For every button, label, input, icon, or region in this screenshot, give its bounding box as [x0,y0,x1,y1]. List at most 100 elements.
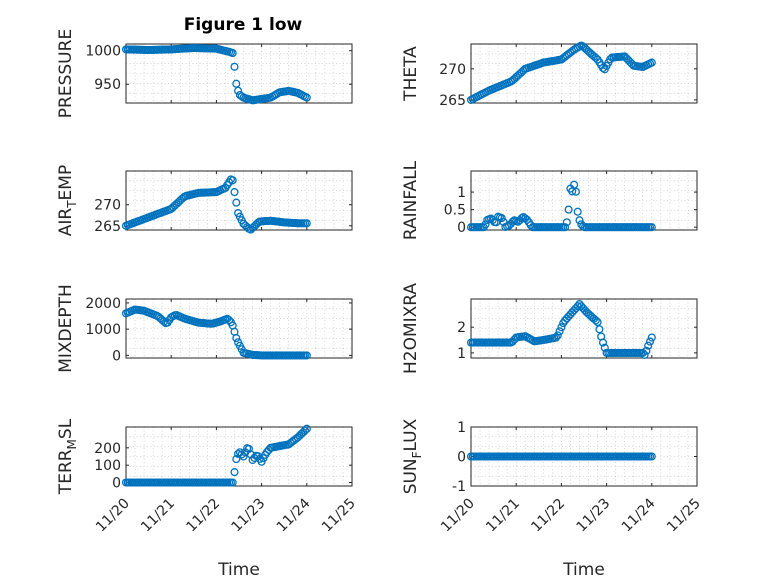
data-point [647,223,656,232]
y-axis-label: AIRTEMP [56,165,79,236]
y-tick-label: 1000 [85,322,121,338]
axes-border [125,298,353,359]
y-tick-label: 0.5 [444,203,466,219]
y-tick-label: 100 [94,458,121,474]
data-point [593,318,602,327]
y-tick-label: 265 [439,93,466,109]
data-point [230,468,239,477]
data-point [234,86,243,95]
x-tick-label: 11/20 [438,496,478,536]
data-point [647,452,656,461]
y-axis-label: PRESSURE [56,29,76,118]
data-point [239,452,248,461]
x-tick-label: 11/23 [229,496,269,536]
y-axis-label: RAINFALL [401,160,421,240]
y-label-main: AIR [56,208,76,237]
y-axis-label: THETA [401,46,421,102]
data-point [640,350,649,359]
y-tick-label: 0 [112,476,121,492]
data-point [555,327,564,336]
data-point [159,317,169,326]
y-label-rest: SL [56,418,76,439]
subplot-rainfall: 00.5 1 RAINFALL [401,160,698,240]
y-tick-label: 1 [457,185,466,201]
x-tick-label: 11/22 [528,496,568,536]
data-point [647,58,656,67]
y-tick-label: 2000 [85,296,121,312]
y-tick-label: 0 [112,348,121,364]
data-point [253,218,263,227]
y-tick-label: 270 [94,198,121,214]
data-point [595,325,604,334]
data-point [230,188,239,197]
x-tick-label: 11/21 [138,496,178,536]
data-point [228,478,237,487]
subplot-pressure: 950 1000 PRESSURE [56,29,353,118]
subplot-mixdepth: 0 1000 2000 MIXDEPTH [56,284,353,373]
subplot-air_temp: 265 270 AIRTEMP [56,165,353,236]
y-label-main: SUN [401,458,421,494]
data-point [573,207,582,216]
y-tick-label: -1 [452,479,466,495]
y-label-sub: T [65,200,79,209]
data-point [573,302,582,311]
subplot-sun_flux: -1 0 1 11/20 11/21 11/22 11/23 11/24 11/25 Time SU… [401,418,704,580]
data-point [232,79,241,88]
x-tick-label: 11/22 [183,496,223,536]
y-label-rest: EMP [56,165,76,201]
y-tick-label: 1000 [85,44,121,60]
y-tick-label: 1 [457,346,466,362]
y-label-sub: F [410,451,424,458]
y-tick-label: 950 [94,77,121,93]
data-point [571,187,580,196]
data-point [562,218,571,227]
figure-title: Figure 1 low [184,15,303,35]
y-label-rest: LUX [401,418,421,451]
x-tick-label: 11/23 [574,496,614,536]
y-tick-label: 0 [457,220,466,236]
y-tick-label: 270 [439,62,466,78]
data-point [225,316,234,325]
data-point [553,331,562,340]
data-point [564,205,573,214]
data-point [302,424,311,433]
data-point [228,176,237,185]
data-point [645,337,655,346]
data-point [598,338,608,347]
data-point [232,334,241,343]
x-tick-label: 11/21 [483,496,523,536]
data-point [551,333,561,342]
y-axis-label: H2OMIXRA [401,283,421,374]
axes-border [125,426,353,487]
y-label-sub: M [65,439,79,449]
subplot-h2omixra: 1 2 H2OMIXRA [401,283,698,374]
data-point [560,223,570,232]
data-point [244,444,253,453]
data-point [232,455,241,464]
data-point [300,426,310,435]
y-axis-label: MIXDEPTH [56,284,76,373]
data-point [517,214,526,223]
data-point [228,49,237,58]
data-point [591,316,600,325]
axes-border [470,298,698,359]
subplot-theta: 265 270 THETA [401,41,698,109]
y-axis-label: TERRMSL [56,418,79,495]
data-point [302,93,311,102]
y-tick-label: 1 [457,420,466,436]
data-point [644,341,653,350]
x-tick-label: 11/25 [319,496,359,536]
y-tick-label: 200 [94,441,121,457]
y-tick-label: 2 [457,320,466,336]
data-point [575,216,584,225]
y-tick-label: 0 [457,450,466,466]
data-point [302,219,311,228]
data-point [232,198,241,207]
x-axis-label: Time [562,560,605,580]
data-point [647,333,656,342]
x-tick-label: 11/24 [274,495,314,535]
y-label-main: TERR [56,449,76,495]
x-axis-label: Time [217,560,260,580]
